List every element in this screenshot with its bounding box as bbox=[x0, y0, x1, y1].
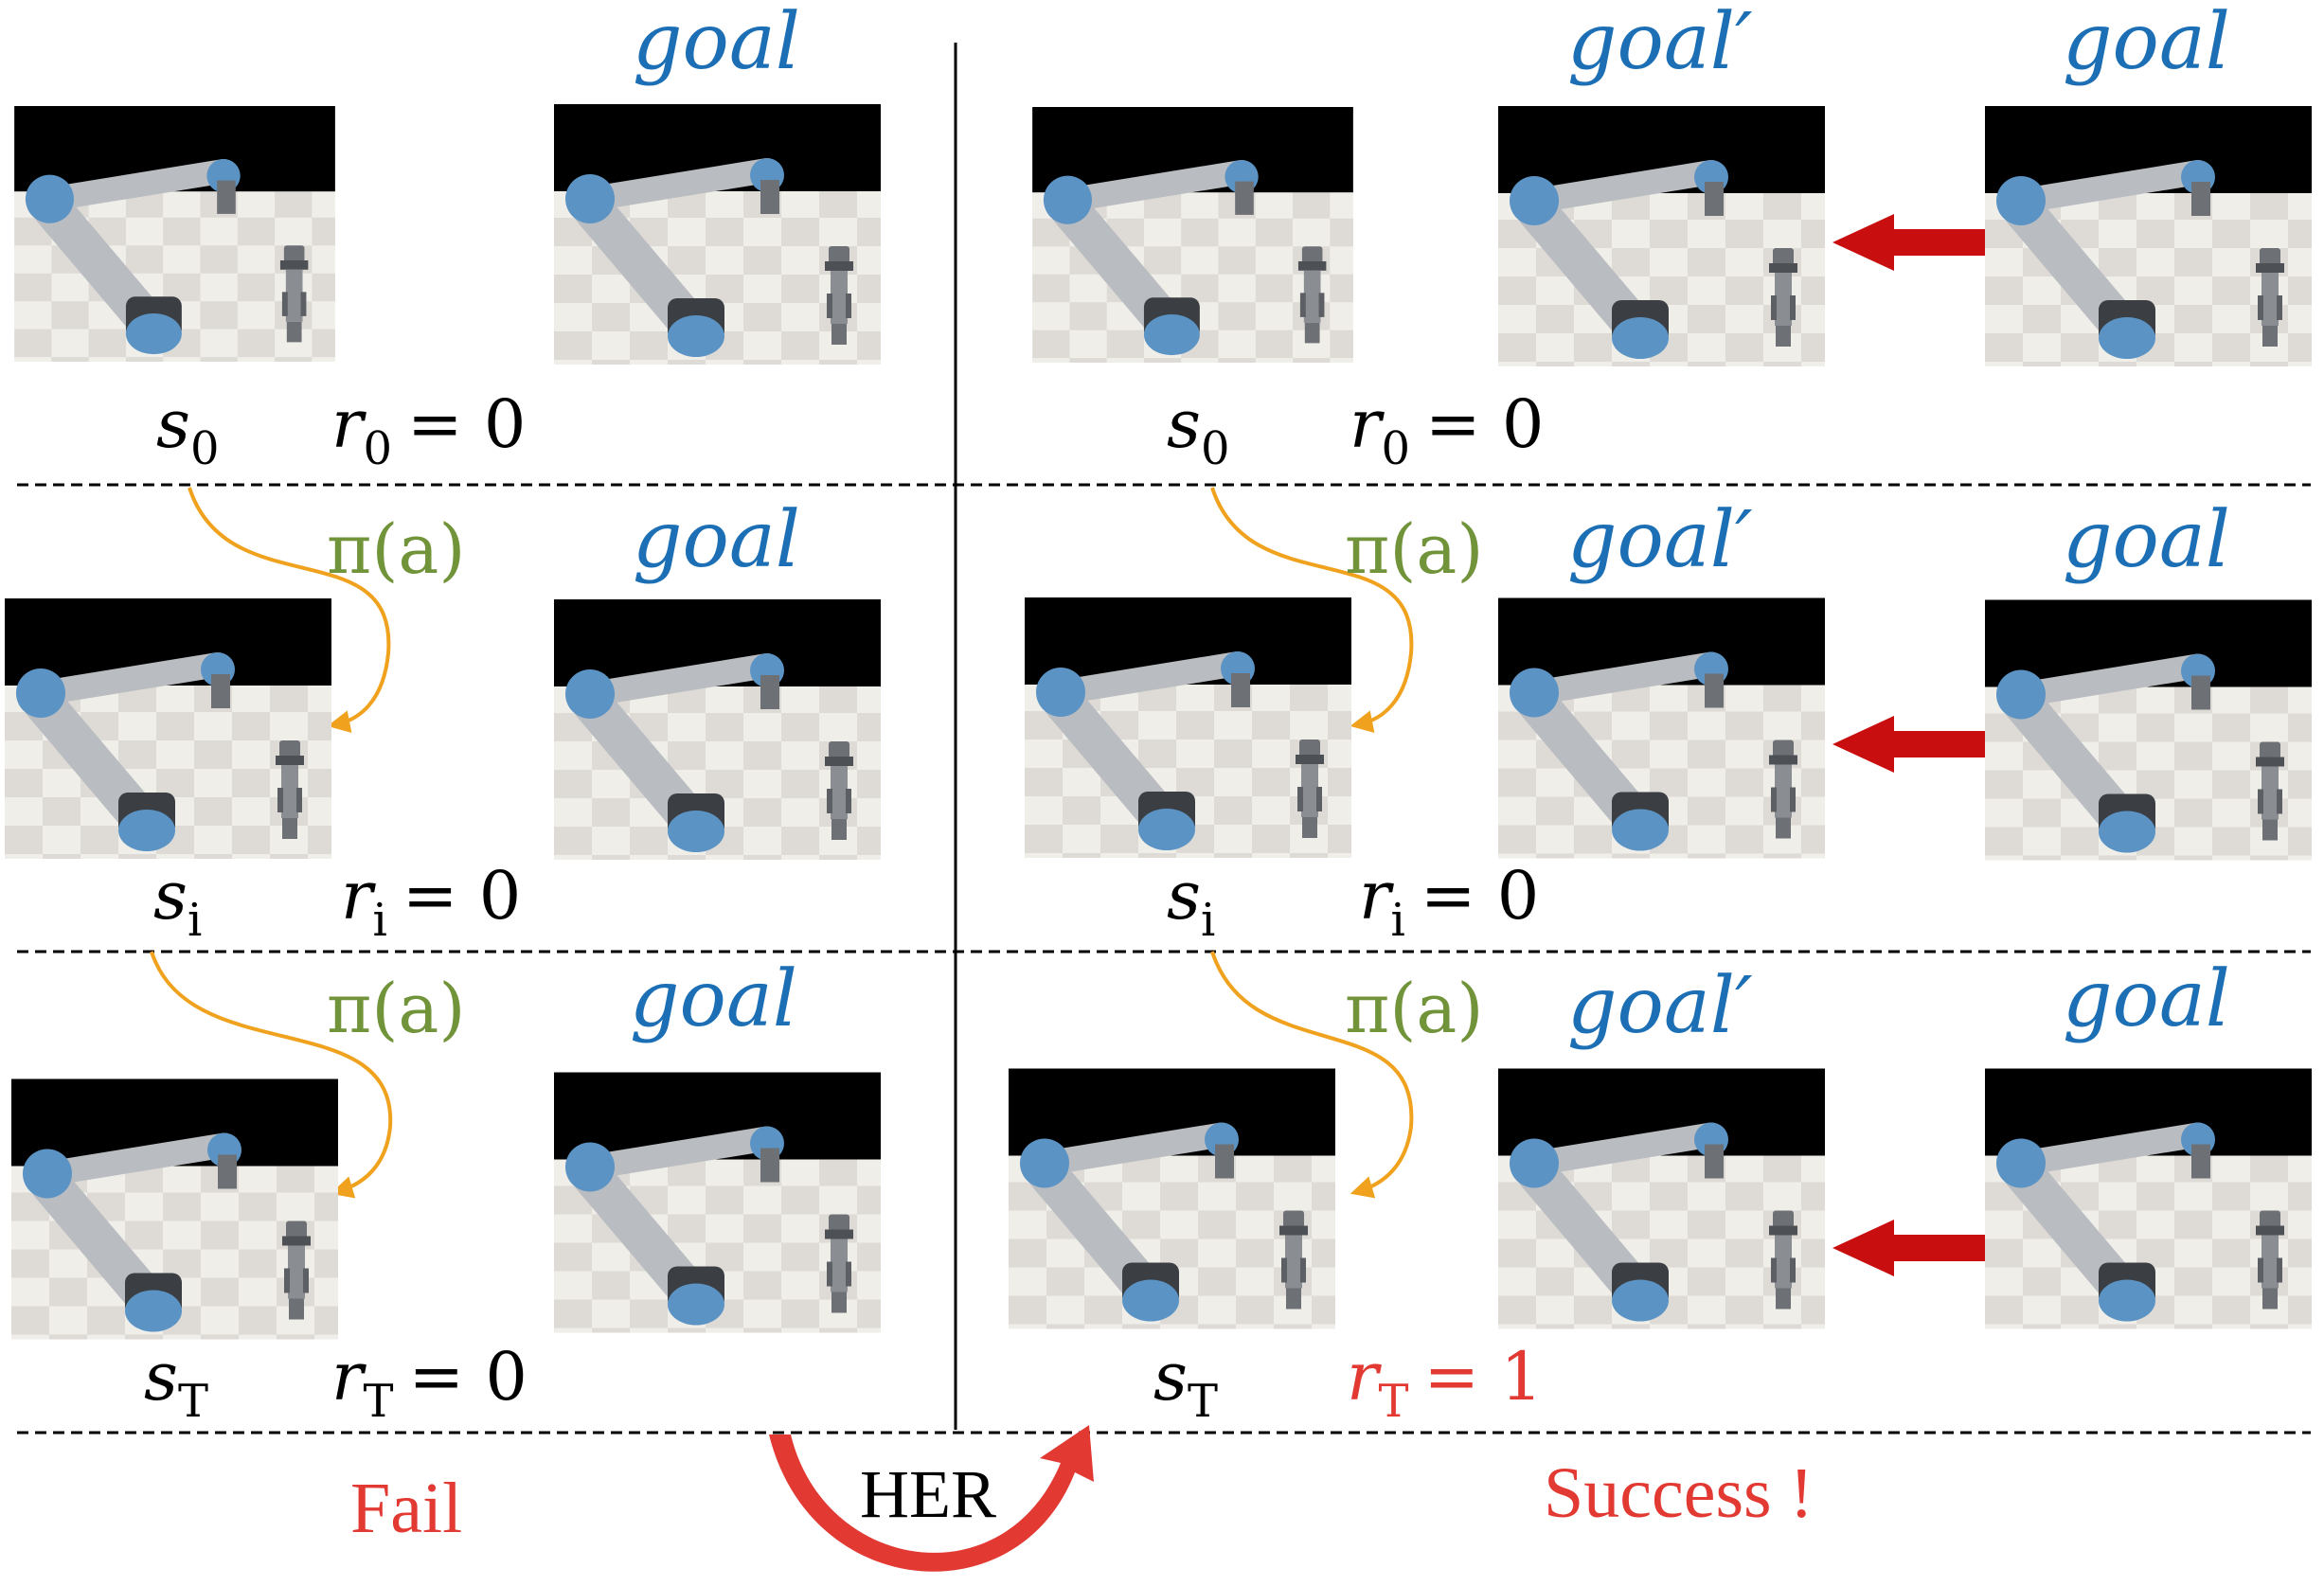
policy-label: π(a) bbox=[1345, 509, 1483, 589]
left-row-1: goal s0 r0 = 0 bbox=[14, 0, 881, 475]
state-label-s0: s0 bbox=[1167, 385, 1229, 475]
state-label-si: si bbox=[153, 857, 202, 947]
state-label-s0: s0 bbox=[156, 385, 219, 475]
right-row-2: π(a) goal′ goal si ri = 0 bbox=[1025, 487, 2312, 947]
reward-label-r0: r0 = 0 bbox=[331, 385, 526, 475]
goal-prime-label: goal′ bbox=[1567, 495, 1753, 585]
her-label: HER bbox=[860, 1456, 996, 1532]
right-row-3: π(a) goal′ goal sT rT = 1 bbox=[1009, 951, 2312, 1428]
bottom-row: Fail Success ! HER bbox=[350, 1425, 1814, 1572]
goal-label: goal bbox=[2063, 495, 2230, 585]
red-arrow-left-icon bbox=[1832, 214, 1985, 271]
state-label-sT: sT bbox=[1153, 1338, 1218, 1428]
reward-label-rT-fail: rT = 0 bbox=[331, 1338, 527, 1428]
goal-label: goal bbox=[630, 954, 797, 1044]
policy-label: π(a) bbox=[327, 509, 465, 589]
orange-curved-arrow-icon bbox=[188, 487, 391, 733]
success-label: Success ! bbox=[1544, 1453, 1814, 1533]
goal-label: goal bbox=[2063, 954, 2230, 1044]
goal-label: goal bbox=[2063, 0, 2230, 87]
red-arrow-left-icon bbox=[1832, 716, 1985, 773]
policy-label: π(a) bbox=[327, 969, 465, 1048]
goal-label: goal bbox=[633, 0, 800, 87]
goal-prime-label: goal′ bbox=[1567, 0, 1753, 87]
her-curved-arrow-icon bbox=[769, 1425, 1094, 1572]
right-row-1: goal′ goal s0 r0 = 0 bbox=[1032, 0, 2312, 475]
goal-prime-label: goal′ bbox=[1567, 961, 1753, 1051]
reward-label-rT-success: rT = 1 bbox=[1347, 1338, 1543, 1428]
orange-curved-arrow-icon bbox=[150, 951, 393, 1199]
goal-label: goal bbox=[633, 495, 800, 585]
red-arrow-left-icon bbox=[1832, 1220, 1985, 1276]
orange-curved-arrow-icon bbox=[1210, 487, 1414, 733]
policy-label: π(a) bbox=[1345, 969, 1483, 1048]
orange-curved-arrow-icon bbox=[1210, 951, 1414, 1199]
reward-label-ri: ri = 0 bbox=[1359, 857, 1539, 947]
fail-label: Fail bbox=[350, 1469, 462, 1548]
left-row-2: π(a) goal si ri = 0 bbox=[5, 487, 881, 947]
state-label-sT: sT bbox=[144, 1338, 208, 1428]
left-row-3: π(a) goal sT rT = 0 bbox=[11, 951, 881, 1428]
reward-label-r0: r0 = 0 bbox=[1350, 385, 1544, 475]
reward-label-ri: ri = 0 bbox=[341, 857, 521, 947]
separators bbox=[17, 43, 2311, 1435]
state-label-si: si bbox=[1167, 857, 1215, 947]
